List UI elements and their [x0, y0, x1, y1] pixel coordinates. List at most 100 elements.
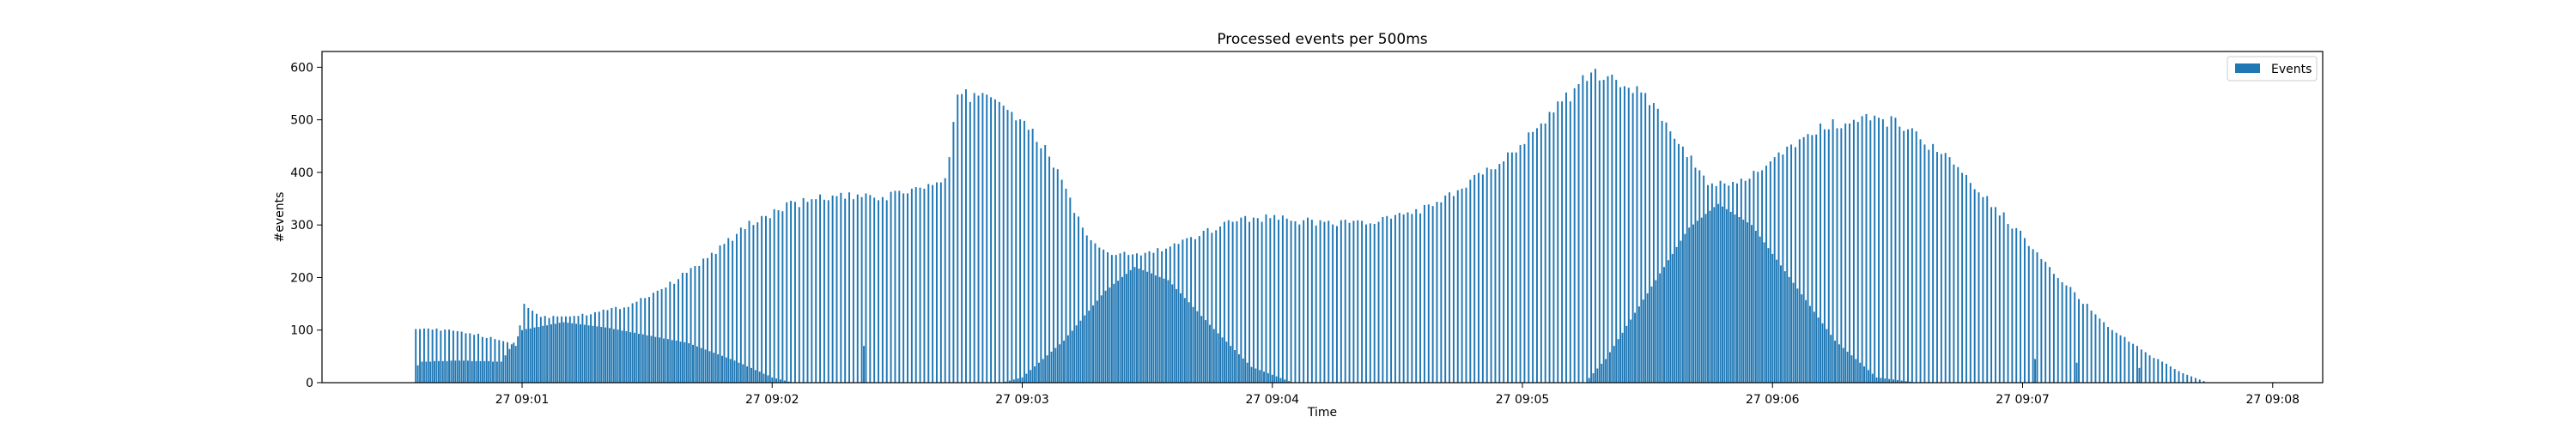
event-bar	[1592, 372, 1595, 383]
event-bar	[1796, 288, 1799, 383]
event-bar	[936, 182, 938, 383]
event-bar	[2061, 281, 2063, 383]
event-bar	[1208, 324, 1211, 383]
event-bar	[550, 323, 552, 383]
event-bar	[666, 339, 669, 383]
event-bar	[1115, 255, 1117, 383]
event-bar	[700, 347, 702, 383]
event-bar	[635, 301, 638, 383]
event-bar	[1079, 320, 1082, 383]
event-bar	[1440, 202, 1443, 383]
event-bar	[1748, 178, 1751, 383]
event-bar	[466, 360, 469, 383]
event-bar	[692, 344, 694, 383]
event-bar	[2032, 249, 2034, 383]
event-bar	[1940, 154, 1942, 384]
event-bar	[910, 188, 913, 383]
event-bar	[1002, 106, 1005, 384]
event-bar	[1231, 221, 1234, 383]
event-bar	[869, 195, 872, 383]
event-bar	[827, 200, 829, 383]
event-bar	[510, 344, 513, 383]
event-bar	[1183, 298, 1186, 383]
event-bar	[431, 329, 434, 383]
event-bar	[1849, 123, 1851, 383]
event-bar	[1119, 253, 1121, 383]
event-bar	[671, 340, 673, 383]
event-bar	[1813, 311, 1815, 383]
event-bar	[669, 281, 671, 383]
event-bar	[761, 215, 763, 383]
event-bar	[454, 360, 457, 383]
event-bar	[1494, 169, 1497, 383]
event-bar	[665, 287, 667, 383]
event-bar	[1747, 222, 1749, 383]
event-bar	[441, 360, 444, 383]
event-bar	[1015, 120, 1018, 383]
event-bar	[1234, 350, 1236, 383]
event-bar	[1063, 340, 1066, 383]
event-bar	[952, 122, 955, 383]
event-bar	[2036, 252, 2038, 383]
event-bar	[1151, 273, 1152, 383]
event-bar	[907, 193, 908, 383]
event-bar	[1332, 224, 1334, 383]
event-bar	[1050, 351, 1053, 383]
event-bar	[415, 329, 417, 383]
event-bar	[1694, 167, 1697, 383]
event-bar	[673, 283, 676, 383]
event-bar	[1602, 80, 1605, 383]
chart-title: Processed events per 500ms	[1217, 31, 1427, 48]
event-bar	[1109, 287, 1111, 383]
event-bar	[1163, 278, 1165, 383]
event-bar	[878, 200, 879, 383]
event-bar	[477, 334, 479, 383]
event-bar	[1136, 253, 1138, 383]
event-bar	[1899, 126, 1901, 383]
y-tick-label: 400	[290, 166, 313, 180]
event-bar	[777, 210, 780, 383]
event-bar	[1031, 129, 1034, 383]
event-bar	[1113, 283, 1115, 383]
event-bar	[1965, 174, 1967, 383]
event-bar	[1656, 108, 1659, 383]
event-bar	[1923, 144, 1926, 383]
event-bar	[1006, 110, 1009, 383]
event-bar	[1650, 286, 1653, 383]
event-bar	[852, 199, 854, 383]
event-bar	[1431, 206, 1434, 383]
event-bar	[1098, 247, 1101, 383]
event-bar	[1619, 87, 1622, 383]
event-bar	[683, 341, 686, 383]
event-bar	[811, 199, 813, 383]
y-tick-label: 500	[290, 114, 313, 128]
event-bar	[1709, 210, 1711, 383]
event-bar	[927, 184, 930, 383]
event-bar	[1461, 188, 1463, 383]
event-bar	[2140, 349, 2142, 383]
event-bar	[1205, 320, 1207, 383]
event-bar	[758, 372, 761, 383]
event-bar	[1054, 347, 1057, 383]
event-bar	[1246, 362, 1249, 383]
event-bar	[932, 184, 934, 383]
event-bar	[437, 360, 440, 383]
event-bar	[2011, 228, 2014, 383]
event-bar	[1092, 305, 1094, 383]
event-bar	[2090, 311, 2093, 383]
event-bar	[823, 199, 825, 383]
event-bar	[1290, 221, 1292, 383]
event-bar	[621, 330, 623, 383]
event-bar	[1880, 378, 1882, 383]
event-bar	[1982, 196, 1984, 383]
event-bar	[1284, 379, 1286, 383]
event-bar	[694, 265, 696, 383]
event-bar	[1158, 276, 1161, 383]
event-bar	[1536, 128, 1538, 383]
event-bar	[1344, 220, 1346, 383]
event-bar	[1473, 174, 1476, 383]
event-bar	[1336, 226, 1338, 383]
event-bar	[1021, 377, 1024, 383]
event-bar	[2002, 212, 2005, 383]
